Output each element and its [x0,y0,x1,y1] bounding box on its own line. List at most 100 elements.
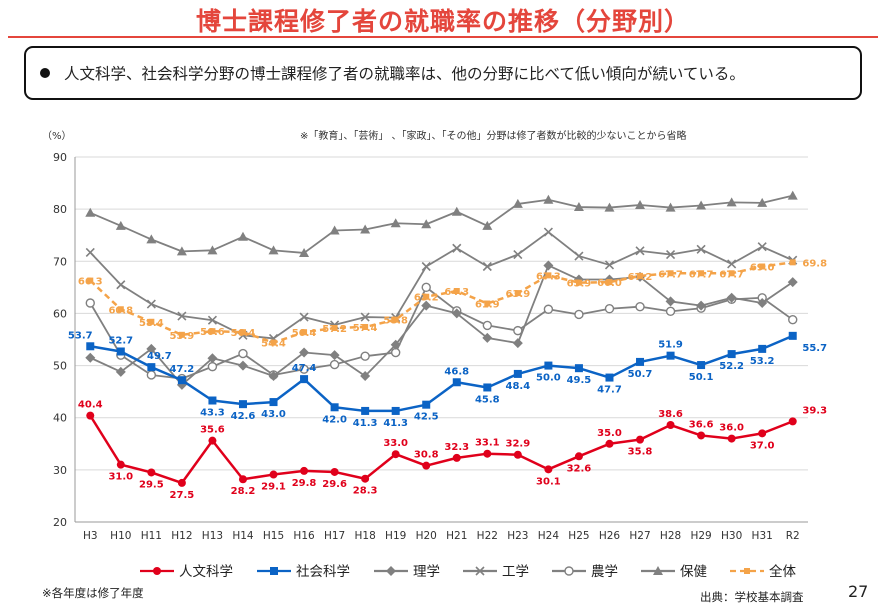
data-point [513,369,522,378]
data-point [299,247,310,257]
data-point [451,206,462,216]
data-point [788,417,797,426]
data-label: 57.4 [353,323,378,334]
summary-box: 人文科学、社会科学分野の博士課程修了者の就職率は、他の分野に比べて低い傾向が続い… [24,46,862,100]
data-point [269,470,278,479]
data-point [177,376,186,385]
x-tick-label: H31 [752,530,773,542]
legend-label: 工学 [502,564,529,580]
data-point [788,331,797,340]
legend-label: 保健 [680,564,707,580]
data-point [605,373,614,382]
data-label: 32.9 [506,439,531,450]
y-tick-label: 20 [53,516,67,529]
data-label: 35.6 [200,425,225,436]
data-point [85,352,96,363]
data-point [482,332,493,343]
data-label: 49.7 [147,351,172,362]
data-point [115,366,126,377]
data-label: 60.8 [108,305,133,316]
data-point [178,331,185,338]
data-label: 41.3 [383,418,408,429]
legend-swatch-marker [475,566,485,576]
data-label: 50.0 [536,373,561,384]
data-label: 67.3 [536,271,561,282]
y-tick-label: 30 [53,464,67,477]
x-tick-label: H18 [355,530,376,542]
data-point [300,466,309,475]
y-tick-label: 60 [53,307,67,320]
data-point [484,300,491,307]
legend-item: 人文科学 [140,564,233,580]
data-point [787,277,798,288]
data-point [146,370,157,380]
title-underline [8,36,878,38]
data-label: 48.4 [506,381,531,392]
legend-item: 工学 [463,564,529,580]
series-line [89,194,793,254]
data-label: 67.7 [719,269,744,280]
data-label: 33.0 [383,438,408,449]
data-point [513,249,523,260]
data-label: 27.5 [170,490,195,501]
data-point [513,325,523,336]
data-point [362,323,369,330]
data-label: 28.2 [231,486,256,497]
data-point [360,312,370,322]
data-point [604,260,615,270]
series-line [90,334,794,413]
data-point [696,244,706,254]
data-label: 30.1 [536,476,561,487]
x-tick-label: H22 [477,530,498,542]
data-label: 32.6 [567,463,592,474]
data-label: 53.2 [750,356,775,367]
data-label: 29.5 [139,479,164,490]
data-label: 66.0 [597,278,622,289]
data-point [543,194,554,204]
x-tick-label: H27 [629,530,650,542]
data-label: 28.3 [353,486,378,497]
data-point [483,383,492,392]
data-label: 52.2 [719,361,744,372]
data-point [269,398,278,407]
legend-label: 農学 [591,564,618,580]
data-point [451,308,462,319]
data-point [208,436,217,445]
data-point [727,350,736,359]
data-label: 52.7 [108,335,133,346]
data-point [422,461,431,470]
data-label: 39.3 [802,405,827,416]
data-point [237,360,248,371]
data-point [238,400,247,409]
data-point [482,261,492,272]
data-label: 47.4 [292,363,317,374]
data-label: 54.4 [261,339,286,350]
data-point [237,231,248,241]
data-labels: 40.4 31.0 29.5 27.5 35.6 28.2 29.1 29.8 29.6 28.3… [68,258,827,501]
data-point [330,403,339,412]
data-point [545,272,552,279]
data-label: 42.0 [322,414,347,425]
data-point [482,320,493,331]
data-point [207,353,218,364]
data-point [146,299,156,309]
data-label: 47.7 [597,385,622,396]
data-point [635,199,646,209]
series-line [89,286,794,380]
legend-swatch-marker [564,566,574,576]
data-point [758,429,767,438]
data-point [361,474,370,483]
data-label: 29.6 [322,479,347,490]
data-point [268,245,279,255]
data-point [666,421,675,430]
data-point [86,342,95,351]
data-label: 51.9 [658,340,683,351]
x-tick-label: H12 [171,530,192,542]
data-label: 35.8 [628,447,653,458]
data-point [239,329,246,336]
data-label: 66.3 [78,277,103,288]
data-label: 63.9 [506,289,531,300]
data-point [544,361,553,370]
x-axis-ticks: H3 H10 H11 H12 H13 H14 H15 H16 H17 H18 H19 H20 H21 H2… [83,530,800,542]
data-point [635,246,645,256]
